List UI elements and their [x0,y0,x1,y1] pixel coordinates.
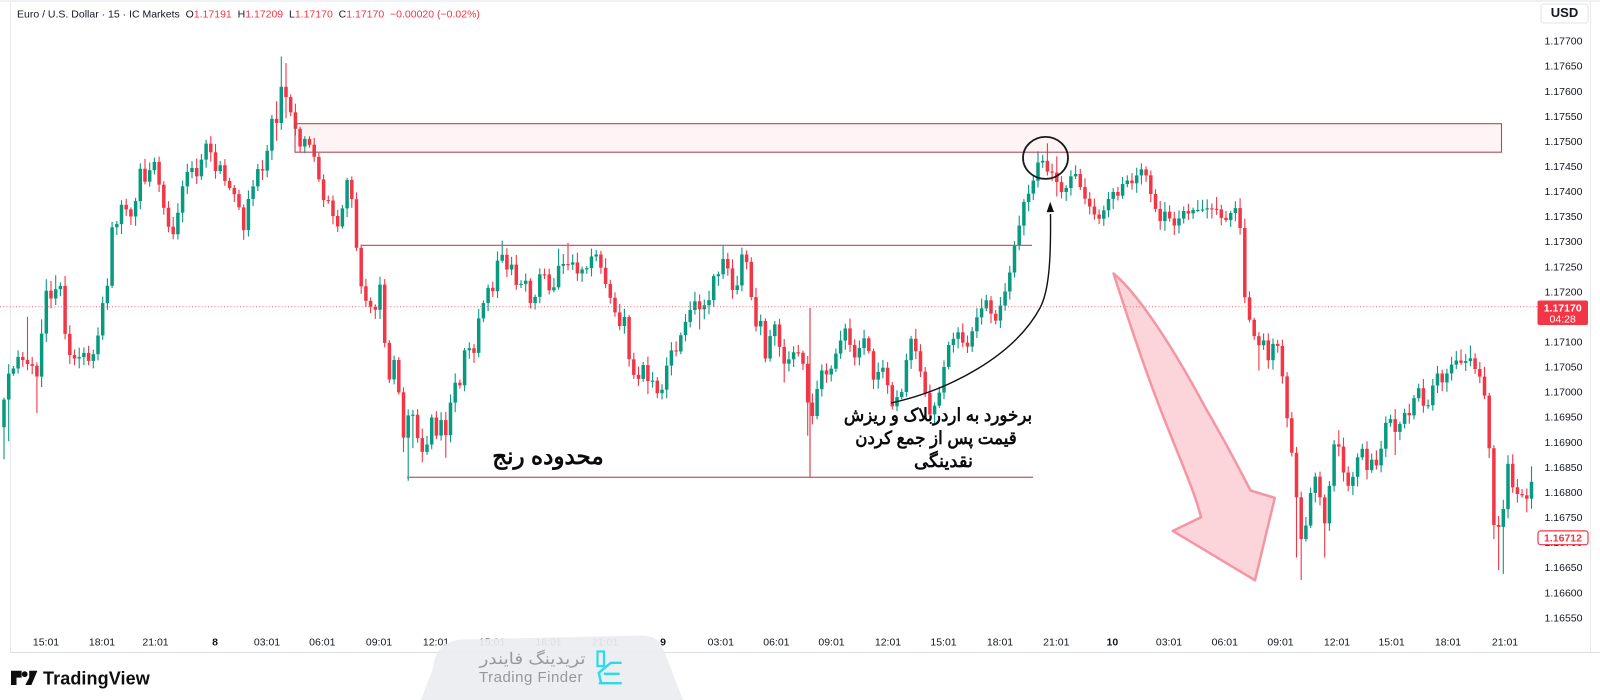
svg-text:9: 9 [660,637,666,649]
svg-text:تریدینگ فایندر: تریدینگ فایندر [478,649,585,668]
svg-text:1.16600: 1.16600 [1545,587,1583,599]
svg-text:12:01: 12:01 [423,637,449,649]
svg-text:06:01: 06:01 [763,637,789,649]
svg-text:1.17170: 1.17170 [1544,302,1582,314]
svg-text:TradingView: TradingView [43,669,151,689]
svg-text:1.17050: 1.17050 [1545,362,1583,374]
svg-text:15:01: 15:01 [1378,637,1404,649]
svg-text:15:01: 15:01 [930,637,956,649]
svg-text:10: 10 [1107,637,1119,649]
svg-text:1.17700: 1.17700 [1545,36,1583,48]
svg-text:1.17600: 1.17600 [1545,86,1583,98]
svg-text:1.17500: 1.17500 [1545,136,1583,148]
svg-text:1.17450: 1.17450 [1545,161,1583,173]
svg-text:1.16712: 1.16712 [1544,532,1582,544]
svg-text:نقدینگی: نقدینگی [914,450,973,471]
svg-text:1.16650: 1.16650 [1545,562,1583,574]
svg-text:12:01: 12:01 [875,637,901,649]
svg-text:03:01: 03:01 [254,637,280,649]
svg-text:محدوده رنج: محدوده رنج [492,443,603,471]
svg-text:18:01: 18:01 [89,637,115,649]
svg-text:1.17300: 1.17300 [1545,236,1583,248]
svg-text:1.16950: 1.16950 [1545,412,1583,424]
svg-text:1.16850: 1.16850 [1545,462,1583,474]
svg-text:1.17400: 1.17400 [1545,186,1583,198]
svg-text:1.17000: 1.17000 [1545,387,1583,399]
svg-text:8: 8 [212,637,218,649]
svg-text:Euro / U.S. Dollar · 15 · IC M: Euro / U.S. Dollar · 15 · IC Markets O1.… [17,9,480,21]
svg-text:1.16750: 1.16750 [1545,512,1583,524]
svg-text:03:01: 03:01 [708,637,734,649]
svg-text:1.17250: 1.17250 [1545,261,1583,273]
svg-text:قیمت پس از جمع کردن: قیمت پس از جمع کردن [855,427,1016,449]
svg-text:12:01: 12:01 [1324,637,1350,649]
svg-text:21:01: 21:01 [1492,637,1518,649]
svg-text:1.17200: 1.17200 [1545,286,1583,298]
svg-text:18:01: 18:01 [1435,637,1461,649]
svg-text:06:01: 06:01 [1212,637,1238,649]
svg-text:09:01: 09:01 [366,637,392,649]
svg-text:1.17350: 1.17350 [1545,211,1583,223]
svg-text:06:01: 06:01 [309,637,335,649]
svg-text:1.16550: 1.16550 [1545,612,1583,624]
svg-text:09:01: 09:01 [1267,637,1293,649]
svg-text:1.17550: 1.17550 [1545,111,1583,123]
svg-text:21:01: 21:01 [142,637,168,649]
svg-text:21:01: 21:01 [1043,637,1069,649]
svg-text:برخورد به اردربلاک و ریزش: برخورد به اردربلاک و ریزش [844,404,1032,426]
svg-text:04:28: 04:28 [1550,314,1576,326]
svg-text:03:01: 03:01 [1156,637,1182,649]
svg-text:09:01: 09:01 [818,637,844,649]
svg-text:1.16800: 1.16800 [1545,487,1583,499]
svg-text:USD: USD [1551,5,1578,20]
svg-text:1.17650: 1.17650 [1545,61,1583,73]
svg-text:1.17100: 1.17100 [1545,337,1583,349]
svg-text:18:01: 18:01 [987,637,1013,649]
svg-text:15:01: 15:01 [33,637,59,649]
svg-text:Trading Finder: Trading Finder [479,669,583,686]
svg-text:1.16900: 1.16900 [1545,437,1583,449]
